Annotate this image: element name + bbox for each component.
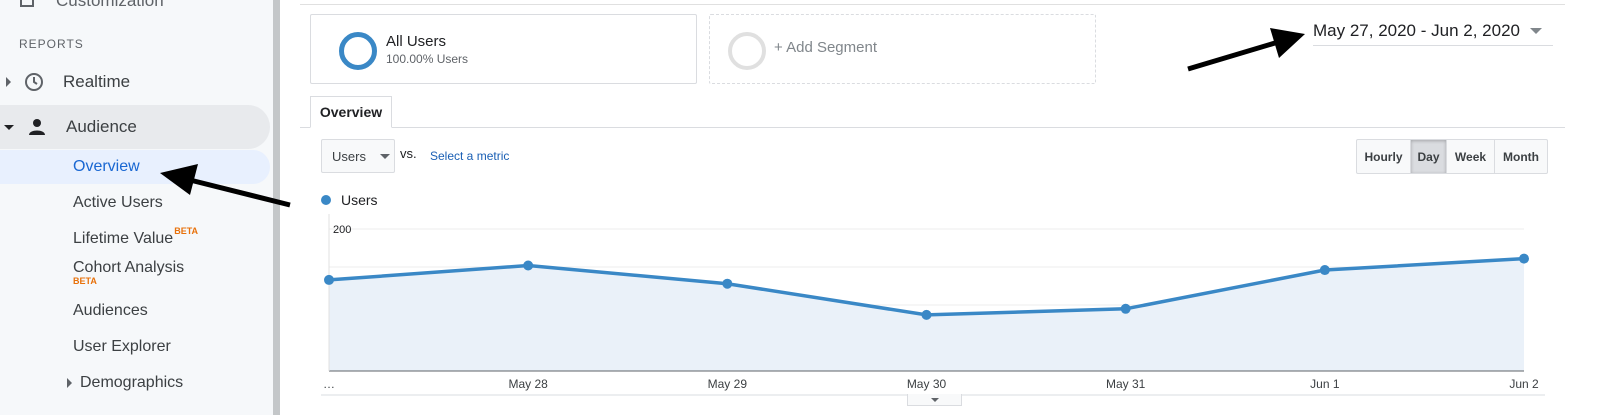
person-icon bbox=[26, 116, 48, 138]
segment-all-users[interactable]: All Users 100.00% Users bbox=[310, 14, 697, 84]
sidebar-item-label: Overview bbox=[73, 158, 140, 175]
segment-subtitle: 100.00% Users bbox=[386, 52, 469, 66]
add-segment-label: + Add Segment bbox=[774, 39, 877, 56]
sidebar-item-label: Lifetime Value bbox=[73, 230, 174, 247]
beta-badge: BETA bbox=[73, 276, 97, 286]
legend-dot-icon bbox=[321, 195, 331, 205]
data-point bbox=[921, 309, 932, 320]
add-segment-button[interactable]: + Add Segment bbox=[709, 14, 1096, 84]
tab-bar-divider bbox=[300, 127, 1565, 128]
reports-section-header: REPORTS bbox=[19, 37, 84, 51]
sidebar-item-label: Customization bbox=[56, 0, 164, 10]
segment-title: All Users bbox=[386, 33, 447, 50]
x-tick-label: May 29 bbox=[708, 377, 748, 391]
dropdown-caret-icon bbox=[1529, 27, 1542, 34]
date-range-picker[interactable]: May 27, 2020 - Jun 2, 2020 bbox=[1313, 16, 1553, 46]
sidebar-item-label: Realtime bbox=[63, 72, 131, 91]
legend-label: Users bbox=[341, 192, 378, 208]
sidebar-item-user-explorer[interactable]: User Explorer bbox=[0, 330, 171, 364]
sidebar-item-overview[interactable]: Overview bbox=[0, 150, 270, 184]
tab-overview[interactable]: Overview bbox=[310, 96, 392, 128]
sidebar: Customization REPORTS Realtime Audience … bbox=[0, 0, 280, 415]
sidebar-item-label: Audience bbox=[66, 117, 137, 136]
select-metric-link[interactable]: Select a metric bbox=[430, 149, 510, 163]
sidebar-item-demographics[interactable]: Demographics bbox=[0, 366, 183, 400]
sidebar-item-label: User Explorer bbox=[73, 338, 171, 355]
sidebar-item-label: Cohort Analysis bbox=[73, 259, 185, 276]
sidebar-item-customization[interactable]: Customization bbox=[20, 0, 164, 11]
sidebar-item-active-users[interactable]: Active Users bbox=[0, 186, 163, 220]
data-point bbox=[523, 260, 534, 271]
expand-arrow-icon bbox=[6, 77, 11, 87]
series-area bbox=[329, 258, 1524, 371]
chart-expand-handle[interactable] bbox=[907, 394, 962, 406]
month-button[interactable]: Month bbox=[1503, 149, 1539, 164]
divider bbox=[300, 4, 1565, 5]
data-point bbox=[1519, 253, 1529, 264]
segment-ring-icon bbox=[339, 32, 377, 70]
chevron-down-icon bbox=[930, 397, 939, 402]
day-button[interactable]: Day bbox=[1411, 140, 1447, 173]
data-point bbox=[722, 278, 733, 289]
metric-select-value: Users bbox=[332, 148, 366, 164]
week-button[interactable]: Week bbox=[1447, 140, 1495, 173]
sidebar-item-label: Audiences bbox=[73, 302, 148, 319]
sidebar-item-audiences[interactable]: Audiences bbox=[0, 294, 148, 328]
data-point bbox=[324, 274, 334, 285]
empty-segment-ring-icon bbox=[728, 32, 766, 70]
sidebar-item-audience[interactable]: Audience bbox=[0, 105, 270, 149]
data-point bbox=[1319, 265, 1330, 276]
x-tick-label: May 31 bbox=[1106, 377, 1146, 391]
sidebar-item-label: Demographics bbox=[80, 374, 184, 391]
customization-icon bbox=[20, 0, 34, 7]
sidebar-item-label: Active Users bbox=[73, 194, 163, 211]
x-tick-label: … bbox=[323, 377, 335, 391]
granularity-toggle: Hourly Day Week Month bbox=[1356, 139, 1548, 174]
vs-label: vs. bbox=[400, 146, 417, 161]
y-tick-label: 200 bbox=[333, 224, 351, 236]
clock-icon bbox=[23, 71, 45, 93]
chevron-down-icon bbox=[379, 153, 390, 159]
sidebar-item-cohort-analysis[interactable]: Cohort Analysis bbox=[0, 251, 184, 285]
metric-select[interactable]: Users bbox=[321, 139, 395, 173]
x-tick-label: May 30 bbox=[907, 377, 947, 391]
sidebar-item-lifetime-value[interactable]: Lifetime Value BETA bbox=[0, 222, 198, 256]
sidebar-scrollbar[interactable] bbox=[273, 0, 280, 415]
main-content: All Users 100.00% Users + Add Segment Ma… bbox=[300, 0, 1600, 415]
x-tick-label: Jun 2 bbox=[1509, 377, 1539, 391]
beta-badge: BETA bbox=[174, 226, 199, 236]
expand-arrow-icon bbox=[67, 378, 72, 388]
chart-legend[interactable]: Users bbox=[321, 192, 378, 208]
hourly-button[interactable]: Hourly bbox=[1357, 140, 1411, 173]
x-tick-label: Jun 1 bbox=[1310, 377, 1340, 391]
collapse-arrow-icon bbox=[4, 124, 14, 130]
date-range-label: May 27, 2020 - Jun 2, 2020 bbox=[1313, 20, 1520, 40]
sidebar-item-realtime[interactable]: Realtime bbox=[0, 60, 270, 104]
data-point bbox=[1120, 303, 1131, 314]
x-tick-label: May 28 bbox=[508, 377, 548, 391]
